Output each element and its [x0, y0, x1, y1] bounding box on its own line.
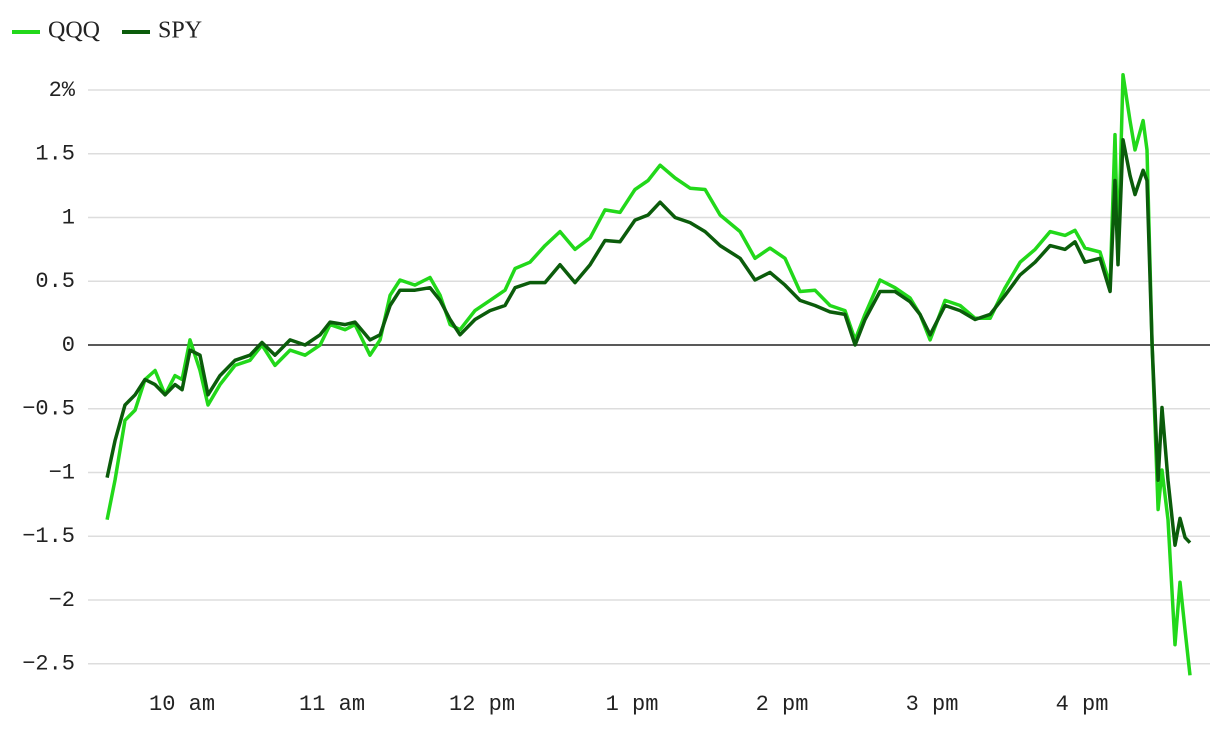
y-tick-label: −2 — [49, 588, 75, 613]
legend-label: SPY — [158, 18, 202, 44]
y-tick-label: −1 — [49, 460, 75, 485]
y-tick-label: −1.5 — [22, 524, 75, 549]
line-series — [105, 72, 1192, 676]
x-tick-label: 1 pm — [606, 692, 659, 717]
x-tick-label: 11 am — [299, 692, 365, 717]
x-tick-label: 2 pm — [756, 692, 809, 717]
y-tick-label: 0.5 — [35, 269, 75, 294]
x-tick-label: 4 pm — [1056, 692, 1109, 717]
y-tick-label: 0 — [62, 333, 75, 358]
line-series — [105, 137, 1192, 547]
y-tick-label: −2.5 — [22, 652, 75, 677]
y-tick-label: 1 — [62, 205, 75, 230]
x-tick-label: 3 pm — [906, 692, 959, 717]
y-tick-label: 1.5 — [35, 142, 75, 167]
x-tick-label: 12 pm — [449, 692, 515, 717]
x-tick-label: 10 am — [149, 692, 215, 717]
y-tick-label: −0.5 — [22, 397, 75, 422]
legend-label: QQQ — [48, 18, 100, 44]
y-tick-label: 2% — [49, 78, 76, 103]
